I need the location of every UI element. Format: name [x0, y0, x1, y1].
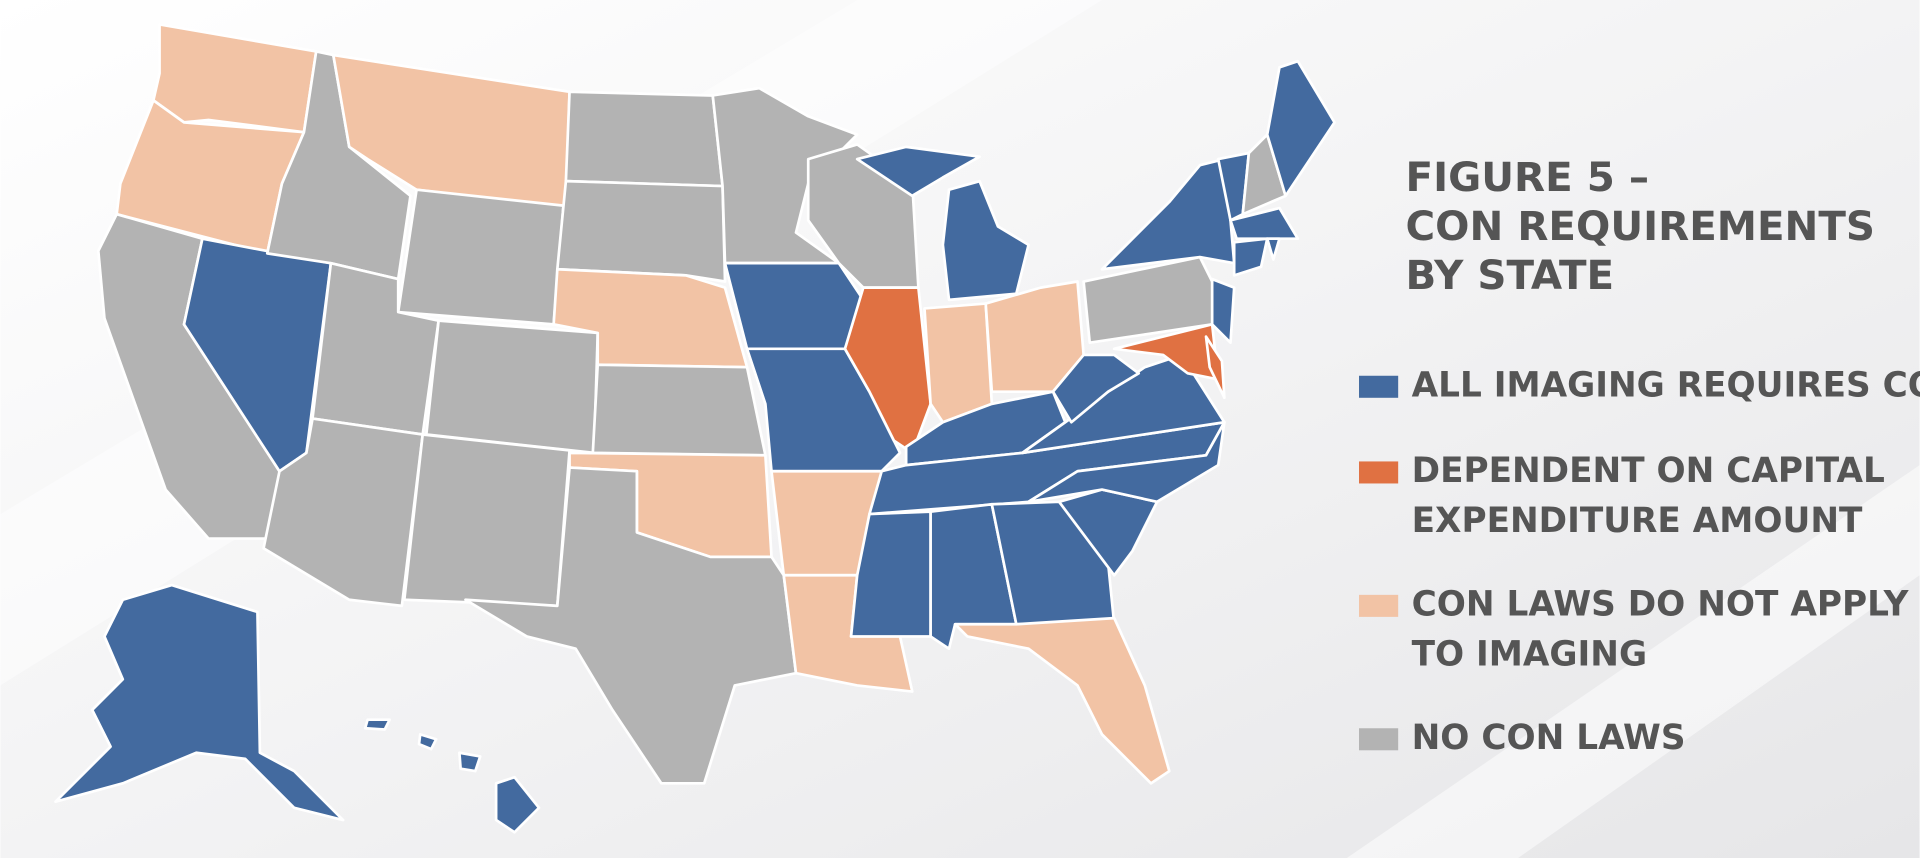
state-shape — [723, 261, 865, 351]
state-shape — [402, 433, 571, 608]
legend-label: ALL IMAGING REQUIRES CON — [1412, 365, 1920, 405]
title-line: CON REQUIREMENTS — [1406, 203, 1875, 250]
legend-swatch — [1359, 728, 1399, 751]
state-shape — [843, 286, 932, 455]
state-shape — [923, 302, 994, 424]
state-shape — [564, 90, 724, 188]
legend-label: NO CON LAWS — [1412, 718, 1686, 758]
state-shape — [1021, 353, 1226, 455]
state-shape — [1204, 335, 1226, 400]
legend-label: EXPENDITURE AMOUNT — [1412, 501, 1863, 541]
state-shape — [555, 179, 727, 283]
background-streak — [1346, 465, 1920, 858]
state-shape — [1051, 353, 1141, 424]
legend-label: CON LAWS DO NOT APPLY — [1412, 584, 1910, 624]
state-shape — [1265, 59, 1336, 198]
title-line: BY STATE — [1406, 252, 1615, 299]
legend-swatch — [1359, 375, 1399, 398]
state-shape — [417, 733, 438, 751]
state-shape — [425, 319, 600, 455]
state-shape — [396, 188, 565, 326]
state-shape — [849, 510, 932, 638]
state-shape — [1229, 206, 1300, 241]
legend-label: DEPENDENT ON CAPITAL — [1412, 451, 1885, 491]
state-shape — [941, 179, 1030, 302]
state-shape — [953, 616, 1171, 785]
state-shape — [54, 583, 345, 822]
state-shape — [1232, 237, 1269, 277]
state-shape — [363, 718, 391, 731]
state-shape — [855, 145, 981, 198]
state-shape — [711, 86, 859, 265]
legend: ALL IMAGING REQUIRES CON DEPENDENT ON CAP… — [1359, 365, 1920, 758]
state-shape — [1265, 237, 1281, 261]
legend-swatch — [1359, 594, 1399, 617]
state-shape — [458, 751, 482, 773]
state-shape — [1027, 420, 1226, 504]
legend-swatch — [1359, 461, 1399, 484]
us-map — [54, 23, 1336, 834]
state-shape — [591, 363, 767, 457]
state-shape — [464, 466, 798, 785]
state-shape — [1210, 277, 1236, 345]
state-shape — [1112, 323, 1220, 381]
legend-label: TO IMAGING — [1412, 635, 1647, 675]
state-shape — [494, 775, 541, 834]
title-line: FIGURE 5 – — [1406, 154, 1650, 201]
